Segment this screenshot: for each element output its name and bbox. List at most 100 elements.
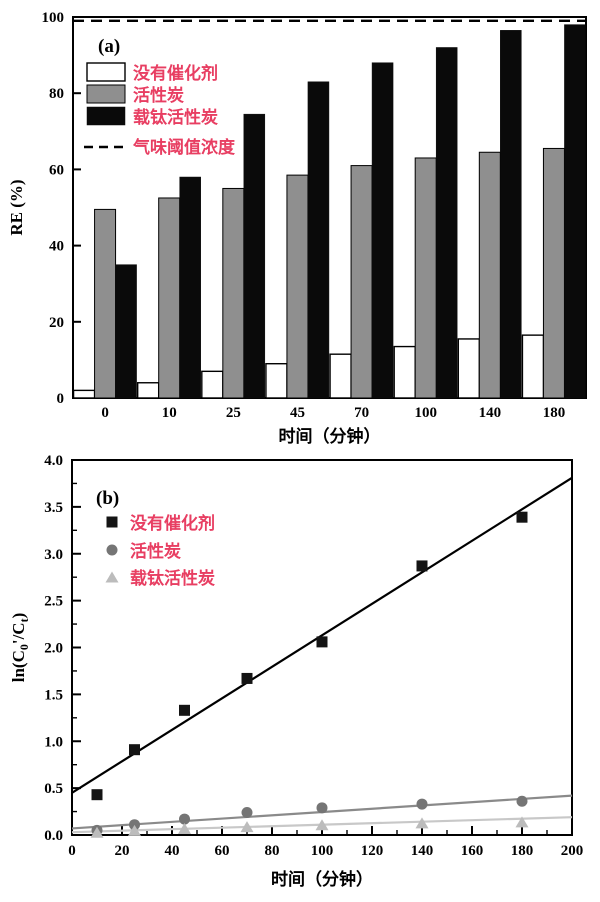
- x-tick-label: 70: [354, 405, 369, 421]
- marker-triangle: [128, 824, 141, 836]
- x-tick-label: 25: [226, 405, 241, 421]
- y-tick-label: 100: [42, 10, 65, 26]
- bar-black: [307, 81, 330, 399]
- legend-label: 活性炭: [130, 541, 181, 561]
- y-tick-label: 0.5: [44, 781, 63, 797]
- x-tick-label: 100: [311, 843, 334, 859]
- x-tick-label: 60: [215, 843, 230, 859]
- y-tick-label: 40: [49, 239, 64, 255]
- legend-swatch-black: [86, 106, 126, 126]
- marker-triangle: [240, 821, 254, 833]
- legend-label: 没有催化剂: [130, 513, 215, 533]
- marker-square: [129, 744, 140, 756]
- marker-square: [316, 636, 328, 648]
- bar-gray: [542, 147, 565, 399]
- marker-circle: [316, 802, 328, 814]
- fit-line-square: [71, 476, 573, 794]
- bar-white: [457, 338, 481, 399]
- x-tick-label: 120: [361, 843, 384, 859]
- bar-black: [243, 113, 266, 399]
- bar-black: [500, 30, 522, 399]
- x-tick-label: 180: [511, 843, 534, 859]
- bar-gray: [414, 157, 437, 399]
- x-tick-label: 0: [68, 843, 76, 859]
- legend-label-threshold: 气味阈值浓度: [132, 137, 236, 157]
- y-tick-label: 0.0: [44, 828, 63, 844]
- legend-swatch-white: [86, 62, 126, 82]
- bar-white: [393, 345, 416, 399]
- marker-square: [179, 704, 190, 716]
- bar-gray: [478, 151, 501, 399]
- marker-square: [516, 511, 528, 523]
- legend-label: 活性炭: [133, 85, 184, 105]
- legend-label: 载钛活性炭: [130, 568, 215, 588]
- x-tick-label: 45: [290, 405, 305, 421]
- marker-square: [106, 516, 118, 528]
- y-tick-label: 60: [49, 162, 64, 178]
- bar-gray: [286, 174, 309, 399]
- y-tick-label: 0: [57, 391, 65, 407]
- x-tick-label: 10: [162, 405, 177, 421]
- bar-white: [521, 334, 545, 399]
- marker-triangle: [105, 571, 119, 583]
- bar-chart-panel-a: 0 20 40 60 80 100 0 10 25 45 70 100 140 180 (a) 没有催化剂活性…: [7, 10, 587, 446]
- y-tick-label: 2.0: [44, 641, 63, 657]
- marker-triangle: [515, 816, 529, 828]
- marker-square: [91, 789, 103, 801]
- marker-circle: [179, 813, 190, 825]
- marker-circle: [241, 807, 253, 818]
- panel-label-b: (b): [96, 488, 119, 509]
- marker-triangle: [178, 822, 191, 834]
- legend-label: 没有催化剂: [133, 63, 218, 83]
- bar-gray: [94, 208, 117, 399]
- x-axis-title: 时间（分钟）: [271, 869, 373, 889]
- marker-triangle: [415, 817, 429, 829]
- x-tick-label: 140: [411, 843, 434, 859]
- x-tick-label: 40: [165, 843, 180, 859]
- bar-white: [136, 382, 160, 399]
- x-tick-label: 80: [265, 843, 280, 859]
- bar-gray: [350, 165, 373, 399]
- bar-white: [201, 370, 224, 399]
- legend-swatch-gray: [86, 84, 126, 104]
- marker-square: [241, 672, 253, 684]
- bar-gray: [222, 187, 245, 399]
- y-tick-label: 80: [49, 86, 64, 102]
- marker-triangle: [315, 819, 329, 831]
- y-tick-label: 3.5: [44, 500, 63, 516]
- y-tick-label: 1.5: [44, 687, 63, 703]
- marker-triangle: [90, 826, 104, 838]
- bar-black: [179, 176, 201, 399]
- x-tick-label: 20: [115, 843, 130, 859]
- marker-square: [416, 560, 428, 572]
- x-tick-label: 140: [479, 405, 502, 421]
- marker-circle: [516, 795, 528, 807]
- y-tick-label: 20: [49, 315, 64, 331]
- scatter-chart-panel-b: 0.0 0.5 1.0 1.5 2.0 2.5 3.0 3.5 4.0 0 20 40 60 80 100 1…: [9, 453, 583, 889]
- marker-circle: [106, 544, 118, 556]
- bar-black: [371, 62, 394, 399]
- y-tick-label: 4.0: [44, 453, 63, 469]
- marker-circle: [416, 798, 428, 810]
- x-tick-label: 160: [461, 843, 484, 859]
- bar-white: [329, 353, 352, 399]
- legend-label: 载钛活性炭: [133, 107, 218, 127]
- bar-black: [115, 264, 137, 399]
- bar-gray: [158, 197, 181, 399]
- y-tick-label: 3.0: [44, 547, 63, 563]
- plot-frame: [71, 459, 573, 836]
- y-tick-label: 1.0: [44, 734, 63, 750]
- x-tick-label: 100: [414, 405, 437, 421]
- marker-circle: [129, 819, 140, 831]
- bar-black: [435, 47, 458, 399]
- panel-label-a: (a): [98, 36, 120, 57]
- y-axis-title: RE (%): [7, 179, 26, 235]
- x-tick-label: 180: [543, 405, 566, 421]
- bar-white: [72, 389, 96, 399]
- y-axis-title: ln(C0'/Ct): [9, 613, 31, 683]
- x-axis-title: 时间（分钟）: [279, 426, 381, 446]
- bar-white: [265, 363, 288, 399]
- y-tick-label: 2.5: [44, 594, 63, 610]
